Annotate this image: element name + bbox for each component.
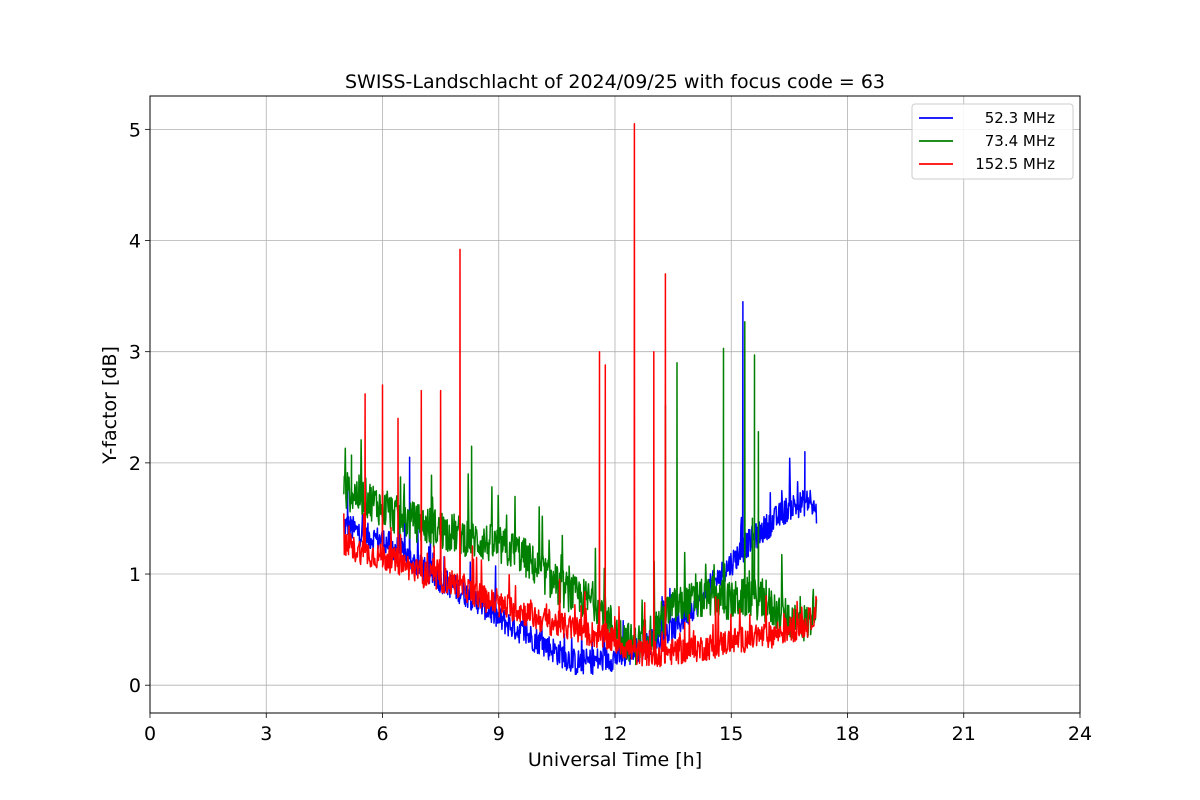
x-tick-label: 9: [493, 723, 505, 745]
y-ticks: 0 1 2 3 4 5: [129, 119, 150, 697]
series-line: [343, 123, 818, 668]
y-tick-label: 2: [129, 453, 141, 475]
x-tick-label: 24: [1068, 723, 1092, 745]
legend-label: 73.4 MHz: [985, 132, 1055, 150]
y-tick-label: 3: [129, 342, 141, 364]
x-ticks: 0 3 6 9 12 15 18 21 24: [144, 713, 1092, 745]
legend-box: [911, 103, 1074, 180]
x-tick-label: 21: [952, 723, 976, 745]
x-tick-label: 12: [603, 723, 627, 745]
x-tick-label: 15: [719, 723, 743, 745]
y-tick-label: 1: [129, 564, 141, 586]
y-axis-label: Y-factor [dB]: [99, 346, 121, 465]
legend-label: 52.3 MHz: [985, 109, 1055, 127]
legend: 52.3 MHz 73.4 MHz 152.5 MHz: [911, 103, 1074, 180]
y-tick-label: 5: [129, 119, 141, 141]
y-tick-label: 4: [129, 231, 141, 253]
x-axis-label: Universal Time [h]: [528, 749, 702, 771]
x-tick-label: 18: [835, 723, 859, 745]
x-tick-label: 6: [376, 723, 388, 745]
y-tick-label: 0: [129, 675, 141, 697]
legend-label: 152.5 MHz: [975, 155, 1055, 173]
x-tick-label: 3: [260, 723, 272, 745]
chart-title: SWISS-Landschlacht of 2024/09/25 with fo…: [345, 71, 885, 93]
x-tick-label: 0: [144, 723, 156, 745]
series-layer: [343, 123, 818, 676]
